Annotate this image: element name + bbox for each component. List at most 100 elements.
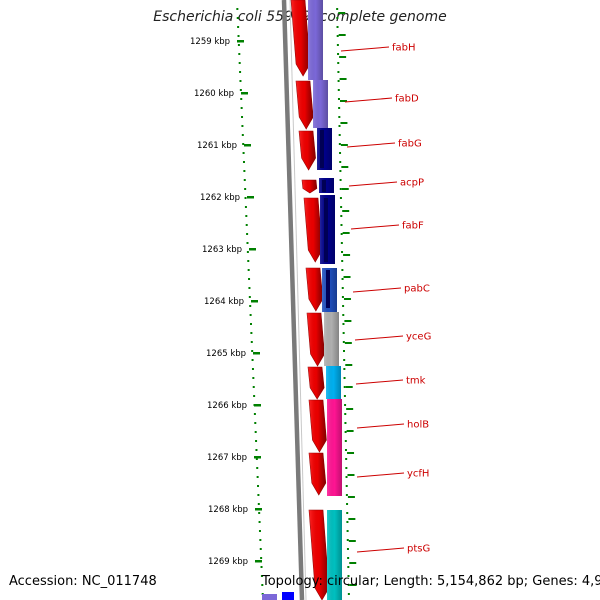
skew-tick <box>345 364 353 366</box>
skew-tick <box>340 100 347 102</box>
skew-tick <box>340 122 348 124</box>
skew-tick <box>342 210 350 212</box>
gc-dot <box>338 125 341 127</box>
gc-dot <box>344 413 347 415</box>
gc-dot <box>259 539 262 541</box>
kbp-tick <box>244 144 251 147</box>
gc-dot <box>261 584 264 586</box>
gc-dot <box>248 278 251 280</box>
gc-dot <box>241 116 244 118</box>
gc-dot <box>246 242 249 244</box>
cog-block-shade <box>327 399 342 452</box>
gc-dot <box>257 485 260 487</box>
gene-arrow-shade <box>302 180 317 193</box>
gc-dot <box>257 494 260 496</box>
gc-dot <box>337 89 340 91</box>
gene-leader-line <box>356 423 405 429</box>
gc-dot <box>340 242 343 244</box>
gc-dot <box>336 8 339 10</box>
gc-dot <box>344 422 347 424</box>
skew-tick <box>341 166 349 168</box>
gc-dot <box>337 53 340 55</box>
gc-dot <box>340 233 343 235</box>
skew-tick <box>343 254 351 256</box>
bottom-gene <box>282 592 294 600</box>
gc-dot <box>251 350 254 352</box>
gc-dot <box>347 575 350 577</box>
gc-dot <box>339 197 342 199</box>
gc-dot <box>258 530 261 532</box>
skew-tick <box>349 584 357 586</box>
cog-block-shade <box>313 80 328 128</box>
gc-dot <box>250 341 253 343</box>
gene-leader-line <box>340 46 390 52</box>
gc-dot <box>343 359 346 361</box>
gc-dot <box>343 377 346 379</box>
gc-dot <box>343 368 346 370</box>
gc-dot <box>242 143 245 145</box>
gene-label: fabG <box>398 139 422 150</box>
gene-leader-line <box>354 335 404 341</box>
kbp-tick <box>253 352 260 355</box>
gc-dot <box>336 26 339 28</box>
topology-label: Topology: circular; Length: 5,154,862 bp… <box>262 574 600 589</box>
gc-dot <box>347 593 350 595</box>
gc-dot <box>344 440 347 442</box>
gc-dot <box>338 107 341 109</box>
reverse-stripe <box>322 180 326 192</box>
gc-dot <box>241 134 244 136</box>
gc-dot <box>347 584 350 586</box>
gene-label: fabD <box>395 94 419 105</box>
gc-dot <box>339 188 342 190</box>
gc-dot <box>248 296 251 298</box>
gc-dot <box>260 566 263 568</box>
gc-dot <box>341 278 344 280</box>
kbp-tick <box>241 92 248 95</box>
gc-dot <box>244 188 247 190</box>
skew-tick <box>342 232 350 234</box>
gene-leader-line <box>350 224 400 230</box>
skew-tick <box>343 298 351 300</box>
gc-dot <box>245 224 248 226</box>
gc-dot <box>237 26 240 28</box>
skew-tick <box>343 276 351 278</box>
gc-dot <box>344 431 347 433</box>
gene-arrow-shade <box>307 313 325 366</box>
gc-dot <box>340 224 343 226</box>
gc-dot <box>337 71 340 73</box>
backbone-inner <box>289 0 307 600</box>
gc-dot <box>251 359 254 361</box>
cog-block-shade <box>317 128 332 170</box>
gc-dot <box>238 62 241 64</box>
skew-tick <box>339 78 347 80</box>
gc-dot <box>249 323 252 325</box>
cog-block-shade <box>308 0 323 80</box>
kbp-label: 1261 kbp <box>197 141 237 151</box>
gc-dot <box>237 44 240 46</box>
gc-dot <box>254 431 257 433</box>
gc-dot <box>341 269 344 271</box>
skew-tick <box>338 12 346 14</box>
backbone-arc <box>281 0 305 600</box>
gc-dot <box>236 8 239 10</box>
skew-tick <box>347 474 355 476</box>
gc-dot <box>256 476 259 478</box>
gc-dot <box>249 305 252 307</box>
cog-block-shade <box>327 510 342 600</box>
gc-dot <box>247 260 250 262</box>
skew-tick <box>347 496 355 498</box>
gene-arrow-shade <box>296 81 314 129</box>
cog-block-shade <box>324 312 339 366</box>
kbp-label: 1265 kbp <box>206 349 246 359</box>
skew-tick <box>339 56 347 58</box>
kbp-label: 1264 kbp <box>204 297 244 307</box>
gc-dot <box>253 413 256 415</box>
kbp-tick <box>247 196 254 199</box>
gene-arrow-shade <box>309 510 329 600</box>
skew-tick <box>347 452 355 454</box>
gc-dot <box>260 557 263 559</box>
kbp-label: 1263 kbp <box>202 245 242 255</box>
gc-dot <box>342 323 345 325</box>
gene-label: holB <box>407 420 429 431</box>
gc-dot <box>343 386 346 388</box>
